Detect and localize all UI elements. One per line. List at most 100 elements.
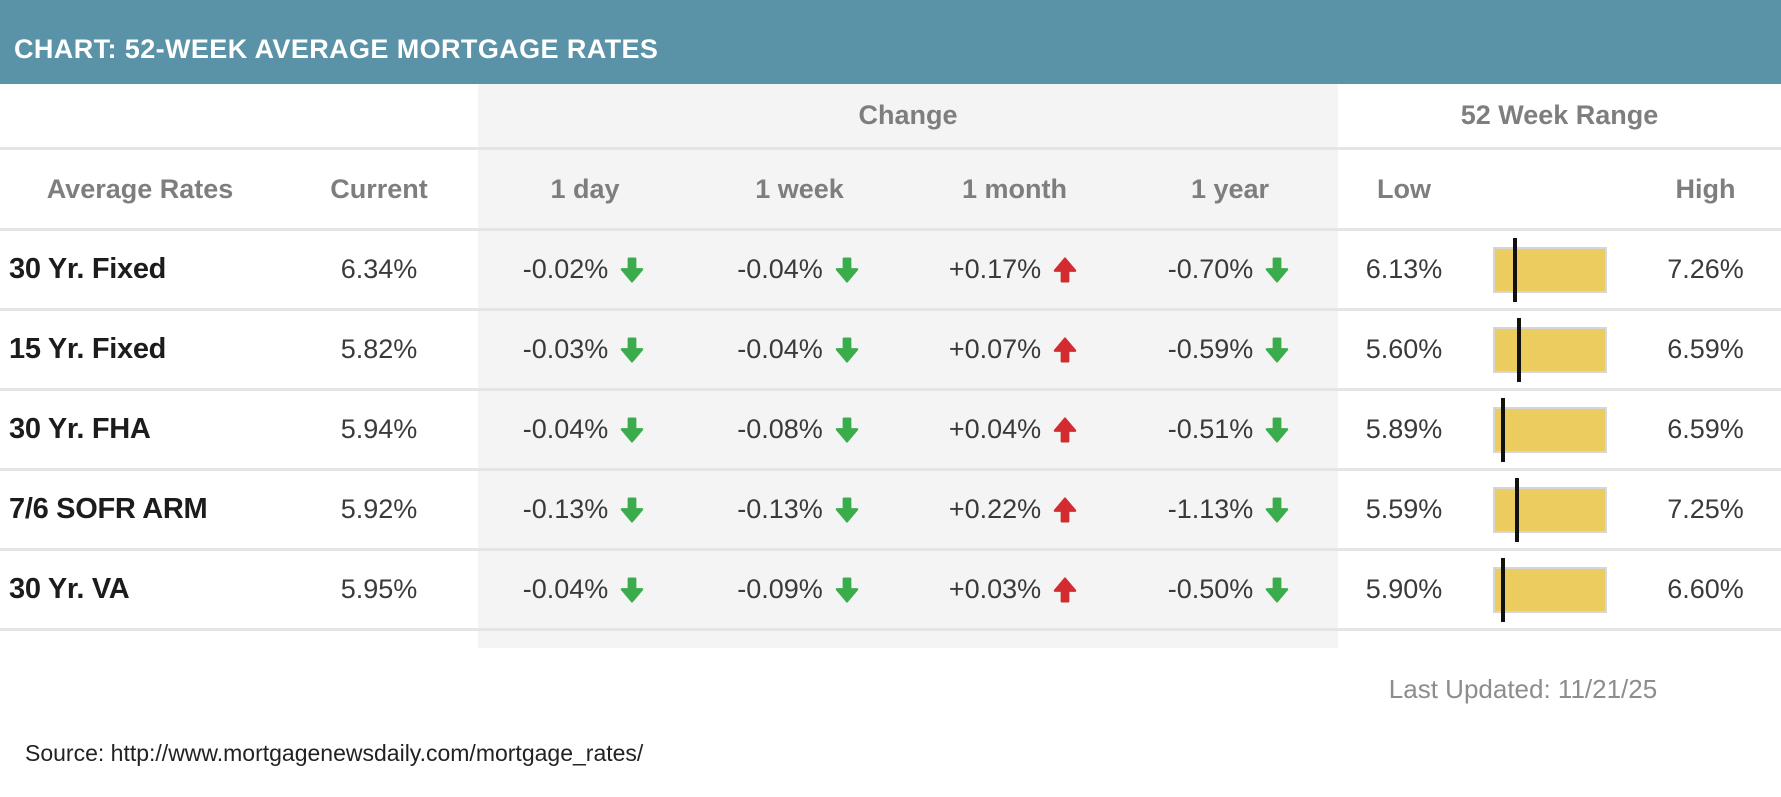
change-value: -0.04% [522,414,609,444]
range-low-value: 5.60% [1365,334,1443,364]
change-value: +0.22% [948,494,1042,524]
arrow-down-icon [621,257,644,282]
current-rate-tick [1500,557,1505,622]
range-bar [1493,557,1607,622]
arrow-down-icon [1266,417,1289,442]
change-value: +0.07% [948,334,1042,364]
page-title: CHART: 52-WEEK AVERAGE MORTGAGE RATES [14,33,659,64]
change-value: -0.09% [737,574,823,604]
current-rate-tick [1517,317,1522,382]
change-value: -1.13% [1167,494,1254,524]
change-value: -0.13% [522,494,609,524]
current-rate-tick [1500,397,1505,462]
arrow-down-icon [1266,577,1289,602]
group-header-52-week-range: 52 Week Range [1460,100,1659,130]
change-1day-cell: -0.13% [478,494,692,525]
change-1month-cell: +0.03% [907,574,1122,605]
column-header-high: High [1675,173,1736,204]
change-1year-cell: -0.70% [1122,254,1338,285]
last-updated-label: Last Updated: 11/21/25 [1388,674,1658,704]
arrow-down-icon [835,417,859,442]
table-row: 30 Yr. VA 5.95% -0.04% -0.09% +0.03% -0.… [0,548,1781,631]
arrow-down-icon [835,577,859,602]
rate-type-label: 30 Yr. FHA [9,413,151,445]
range-high-value: 7.26% [1667,254,1744,284]
change-value: -0.04% [737,254,823,284]
column-header-1-week: 1 week [755,173,844,204]
change-1week-cell: -0.09% [692,574,907,605]
source-label: Source: http://www.mortgagenewsdaily.com… [25,740,644,766]
current-rate-value: 5.92% [340,494,418,524]
change-1day-cell: -0.04% [478,414,692,445]
rate-type-label: 30 Yr. Fixed [9,253,167,285]
change-1month-cell: +0.22% [907,494,1122,525]
change-value: -0.13% [737,494,823,524]
group-header-change: Change [858,100,958,130]
arrow-down-icon [1266,497,1289,522]
current-rate-tick [1514,477,1519,542]
change-1day-cell: -0.03% [478,334,692,365]
column-header-row: Average Rates Current 1 day 1 week 1 mon… [0,147,1781,228]
arrow-down-icon [1266,337,1289,362]
change-1day-cell: -0.04% [478,574,692,605]
range-low-value: 6.13% [1365,254,1443,284]
current-rate-value: 5.82% [340,334,418,364]
range-bar [1493,317,1607,382]
range-low-value: 5.89% [1365,414,1443,444]
table-row: 30 Yr. FHA 5.94% -0.04% -0.08% +0.04% -0… [0,388,1781,468]
current-rate-value: 5.94% [340,414,418,444]
range-low-value: 5.59% [1365,494,1443,524]
column-header-current: Current [330,173,428,204]
range-bar [1493,397,1607,462]
arrow-down-icon [621,337,644,362]
change-value: -0.04% [522,574,609,604]
change-value: +0.04% [948,414,1042,444]
arrow-up-icon [1053,577,1077,602]
change-value: -0.04% [737,334,823,364]
arrow-down-icon [621,497,644,522]
change-value: -0.51% [1167,414,1254,444]
table-row: 7/6 SOFR ARM 5.92% -0.13% -0.13% +0.22% … [0,468,1781,548]
change-value: +0.03% [948,574,1042,604]
change-1year-cell: -0.59% [1122,334,1338,365]
arrow-up-icon [1053,337,1077,362]
column-header-1-day: 1 day [550,173,620,204]
range-bar-cell [1470,557,1630,622]
change-1year-cell: -0.50% [1122,574,1338,605]
change-1day-cell: -0.02% [478,254,692,285]
range-bar [1493,477,1607,542]
rates-table: Change 52 Week Range Average Rates Curre… [0,84,1781,631]
arrow-down-icon [621,417,644,442]
arrow-down-icon [1266,257,1289,282]
current-rate-value: 6.34% [340,254,418,284]
group-header-row: Change 52 Week Range [0,84,1781,147]
change-1month-cell: +0.17% [907,254,1122,285]
change-value: -0.50% [1167,574,1254,604]
change-value: -0.70% [1167,254,1254,284]
range-bar-cell [1470,397,1630,462]
change-1month-cell: +0.07% [907,334,1122,365]
column-header-average-rates: Average Rates [46,173,234,204]
column-header-1-year: 1 year [1190,173,1270,204]
arrow-down-icon [835,337,859,362]
change-1week-cell: -0.04% [692,254,907,285]
change-value: -0.08% [737,414,823,444]
range-bar-cell [1470,477,1630,542]
arrow-up-icon [1053,257,1077,282]
table-row: 30 Yr. Fixed 6.34% -0.02% -0.04% +0.17% … [0,228,1781,308]
change-section-background [478,84,1338,648]
change-value: -0.02% [522,254,609,284]
change-1month-cell: +0.04% [907,414,1122,445]
arrow-up-icon [1053,497,1077,522]
change-value: +0.17% [948,254,1042,284]
range-high-value: 6.59% [1667,334,1744,364]
range-bar-cell [1470,317,1630,382]
range-bar-cell [1470,237,1630,302]
range-high-value: 6.59% [1667,414,1744,444]
change-value: -0.59% [1167,334,1254,364]
rate-type-label: 30 Yr. VA [9,573,130,605]
arrow-up-icon [1053,417,1077,442]
range-bar [1493,237,1607,302]
column-header-1-month: 1 month [962,173,1067,204]
change-value: -0.03% [522,334,609,364]
